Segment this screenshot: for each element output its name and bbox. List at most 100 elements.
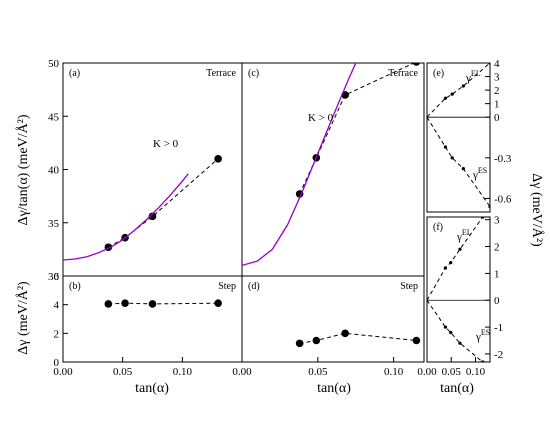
y-tick-label: -0.6 (494, 193, 512, 205)
y-tick-label: 1 (494, 268, 500, 280)
panel-frame (241, 62, 425, 277)
panel-title: Step (218, 281, 236, 292)
data-area (295, 329, 421, 348)
y-tick-label: -1 (494, 322, 503, 334)
panel-a: 30 35 40 45 50 (a) Terrace K > 0 (48, 58, 243, 283)
data-point (295, 339, 304, 348)
y-tick-label: -0.3 (494, 153, 512, 165)
panel-tag: (e) (433, 68, 444, 79)
data-point (443, 96, 448, 100)
data-point (214, 299, 222, 308)
y-tick-label: 50 (48, 58, 60, 70)
x-axis-title-2: tan(α) (317, 381, 351, 396)
panel-frame (62, 275, 243, 363)
data-point (121, 299, 129, 308)
x-tick-label: 0.10 (466, 366, 486, 378)
data-point (488, 204, 490, 209)
y-tick-label: 3 (494, 215, 500, 227)
y-tick-label: 6 (54, 271, 60, 283)
panel-frame (241, 275, 425, 363)
series-line (108, 302, 219, 305)
panel-tag: (b) (69, 281, 81, 292)
panel-title: Terrace (388, 68, 418, 79)
panel-tag: (c) (248, 68, 259, 79)
data-point (312, 336, 321, 345)
panel-tag: (f) (433, 222, 443, 233)
panel-c: (c) Terrace K > 0 (241, 62, 425, 277)
y-tick-label: 30 (48, 271, 60, 283)
x-tick-label: 0.10 (173, 366, 193, 378)
panel-f: 3 2 1 0 -1 -2 0.00 0.05 0.10 (f) (417, 215, 503, 378)
y-tick-label: 45 (48, 111, 60, 123)
y-tick-label: -2 (494, 349, 503, 361)
panel-tag: (d) (248, 281, 260, 292)
data-point (481, 217, 485, 219)
data-area (427, 217, 485, 362)
y-axis-title-bottom: Δγ (meV/Å²) (15, 281, 31, 355)
panel-title: Step (400, 281, 418, 292)
data-point (214, 155, 222, 163)
data-point (450, 156, 454, 160)
data-point (148, 212, 157, 221)
y-axis-title-right: Δγ (meV/Å²) (529, 173, 545, 247)
data-point (412, 336, 421, 345)
y-tick-label: 35 (48, 218, 60, 230)
data-point (443, 145, 448, 149)
gamma-el-label-f: γEL (456, 228, 472, 243)
x-axis-title-1: tan(α) (135, 381, 169, 396)
data-point (443, 325, 448, 329)
series-line (427, 116, 490, 207)
x-tick-label: 0.05 (113, 366, 133, 378)
y-tick-label: 40 (48, 165, 60, 177)
panel-e: 4 32 10 -0.3 -0.6 (e) (426, 58, 512, 213)
series-line (299, 63, 416, 195)
x-tick-label: 0.00 (53, 366, 73, 378)
x-tick-label: 0.05 (308, 366, 328, 378)
y-tick-label: 4 (54, 300, 60, 312)
y-tick-label: 2 (494, 85, 500, 97)
series-line (299, 332, 417, 344)
gamma-es-label-f: γES (475, 328, 490, 343)
data-area (242, 63, 421, 267)
data-point (412, 63, 421, 66)
series-line (427, 299, 484, 362)
data-point (341, 329, 349, 338)
data-point (443, 266, 448, 270)
panel-d: 0.05 0.10 (d) Step (241, 275, 425, 378)
data-point (481, 360, 485, 362)
data-point (458, 247, 462, 251)
panel-b: 0 2 4 6 0.00 0.05 0.10 0.00 (b) Step (53, 271, 252, 378)
data-point (148, 300, 157, 308)
panel-tag: (a) (69, 68, 80, 79)
annotation-k: K > 0 (153, 138, 179, 150)
panel-title: Terrace (206, 68, 236, 79)
data-area (427, 63, 490, 209)
y-tick-label: 0 (494, 295, 500, 307)
x-tick-label: 0.00 (232, 366, 252, 378)
data-area (104, 299, 222, 308)
gamma-es-label-e: γES (472, 166, 487, 181)
fit-curve (242, 63, 357, 267)
x-tick-label: 0.10 (384, 366, 404, 378)
x-tick-label: 0.05 (442, 366, 462, 378)
y-tick-label: 2 (54, 328, 60, 340)
data-point (104, 300, 113, 308)
data-point (458, 341, 462, 345)
data-point (449, 261, 453, 265)
fit-curve (63, 173, 189, 261)
panel-frame (426, 216, 491, 363)
data-point (461, 167, 465, 171)
annotation-k: K > 0 (308, 112, 334, 124)
y-tick-label: 1 (494, 99, 500, 111)
panel-frame (426, 62, 491, 213)
y-axis-title-top: Δγ/tan(α) (meV/Å²) (15, 114, 31, 225)
y-tick-label: 0 (54, 357, 60, 369)
data-point (449, 330, 453, 335)
x-tick-label: 0.00 (417, 366, 437, 378)
y-tick-label: 2 (494, 242, 500, 254)
y-tick-label: 3 (494, 72, 500, 84)
panel-frame (62, 62, 243, 277)
y-tick-label: 0 (494, 112, 500, 124)
x-axis-title-3: tan(α) (440, 381, 474, 396)
